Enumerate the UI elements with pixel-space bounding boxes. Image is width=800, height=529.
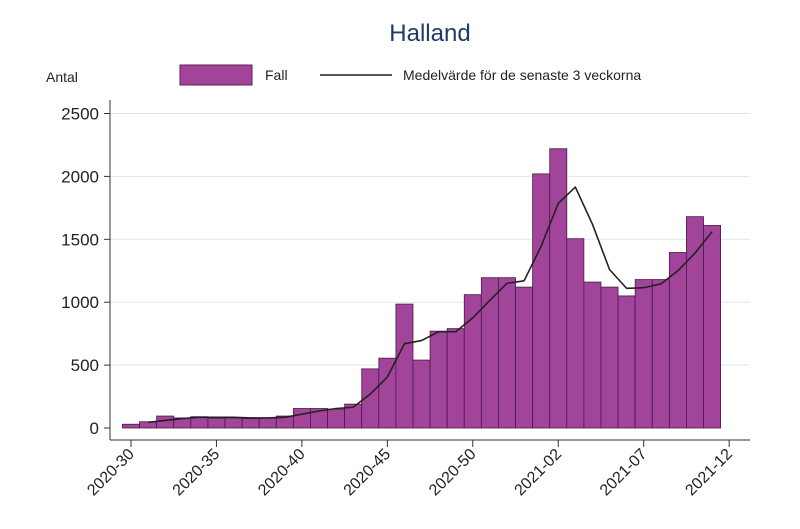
bar bbox=[686, 216, 704, 429]
bar bbox=[651, 279, 670, 429]
bar bbox=[429, 330, 448, 429]
bar bbox=[207, 418, 226, 429]
x-tick-label: 2021-07 bbox=[597, 446, 651, 500]
bar bbox=[378, 357, 397, 429]
bar bbox=[583, 281, 602, 429]
bar bbox=[327, 408, 346, 429]
bar-series bbox=[122, 148, 722, 429]
bar bbox=[617, 295, 636, 429]
y-tick-label: 1000 bbox=[61, 293, 99, 312]
bar bbox=[600, 286, 619, 429]
y-ticks: 0 500 1000 1500 2000 2500 bbox=[61, 105, 110, 438]
y-tick-label: 1500 bbox=[61, 230, 99, 249]
bar bbox=[634, 279, 653, 429]
bar bbox=[532, 173, 551, 429]
average-line bbox=[148, 186, 713, 424]
gridlines bbox=[110, 113, 750, 366]
y-tick-label: 500 bbox=[71, 356, 99, 375]
bar bbox=[703, 225, 722, 429]
legend: Fall Medelvärde för de senaste 3 veckorn… bbox=[179, 64, 641, 86]
bar bbox=[566, 238, 585, 429]
bar bbox=[515, 286, 534, 429]
x-tick-label: 2020-35 bbox=[170, 446, 224, 500]
bar bbox=[549, 148, 568, 429]
legend-label-line: Medelvärde för de senaste 3 veckorna bbox=[403, 67, 641, 83]
x-ticks: 2020-30 2020-35 2020-40 2020-45 2020-50 2021-… bbox=[84, 440, 736, 499]
y-tick-label: 0 bbox=[90, 419, 99, 438]
y-axis-label: Antal bbox=[46, 69, 78, 85]
y-tick-label: 2500 bbox=[61, 105, 99, 124]
bar bbox=[668, 252, 687, 429]
bar bbox=[446, 328, 465, 429]
x-tick-label: 2020-45 bbox=[341, 446, 395, 500]
bar bbox=[498, 277, 516, 429]
bar bbox=[258, 417, 277, 429]
bar bbox=[241, 418, 260, 429]
bar bbox=[156, 415, 175, 429]
bar bbox=[412, 359, 431, 429]
x-tick-label: 2020-50 bbox=[426, 446, 480, 500]
bar bbox=[139, 421, 158, 429]
y-tick-label: 2000 bbox=[61, 167, 99, 186]
legend-swatch-bars bbox=[179, 64, 253, 86]
legend-label-bars: Fall bbox=[265, 67, 288, 83]
bar bbox=[395, 303, 414, 429]
x-tick-label: 2020-30 bbox=[84, 446, 138, 500]
chart-title: Halland bbox=[389, 20, 470, 47]
bar bbox=[463, 294, 482, 429]
x-tick-label: 2020-40 bbox=[255, 446, 309, 500]
line-series bbox=[148, 186, 713, 424]
bar bbox=[122, 423, 140, 429]
bar bbox=[224, 417, 243, 429]
x-tick-label: 2021-02 bbox=[512, 446, 566, 500]
x-tick-label: 2021-12 bbox=[682, 446, 736, 500]
bar bbox=[292, 408, 311, 429]
